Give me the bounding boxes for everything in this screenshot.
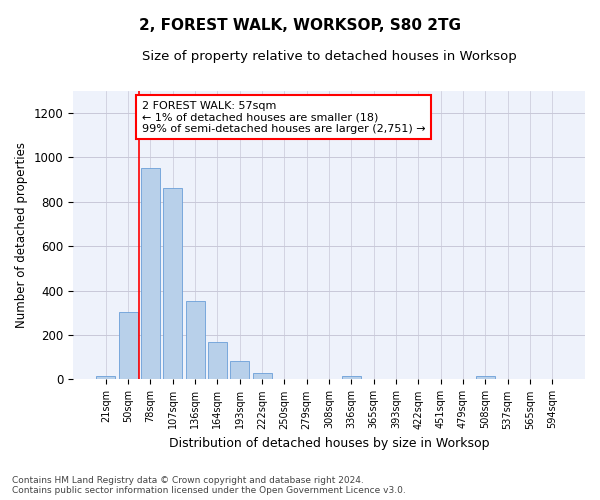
Bar — [253, 373, 272, 380]
Bar — [141, 168, 160, 380]
Y-axis label: Number of detached properties: Number of detached properties — [15, 142, 28, 328]
Bar — [185, 300, 205, 380]
Title: Size of property relative to detached houses in Worksop: Size of property relative to detached ho… — [142, 50, 517, 63]
Text: 2, FOREST WALK, WORKSOP, S80 2TG: 2, FOREST WALK, WORKSOP, S80 2TG — [139, 18, 461, 32]
Bar — [208, 342, 227, 380]
X-axis label: Distribution of detached houses by size in Worksop: Distribution of detached houses by size … — [169, 437, 489, 450]
Text: Contains HM Land Registry data © Crown copyright and database right 2024.
Contai: Contains HM Land Registry data © Crown c… — [12, 476, 406, 495]
Bar — [342, 376, 361, 380]
Bar — [230, 360, 249, 380]
Bar — [163, 188, 182, 380]
Bar — [96, 376, 115, 380]
Bar — [476, 376, 495, 380]
Text: 2 FOREST WALK: 57sqm
← 1% of detached houses are smaller (18)
99% of semi-detach: 2 FOREST WALK: 57sqm ← 1% of detached ho… — [142, 100, 425, 134]
Bar — [119, 312, 137, 380]
